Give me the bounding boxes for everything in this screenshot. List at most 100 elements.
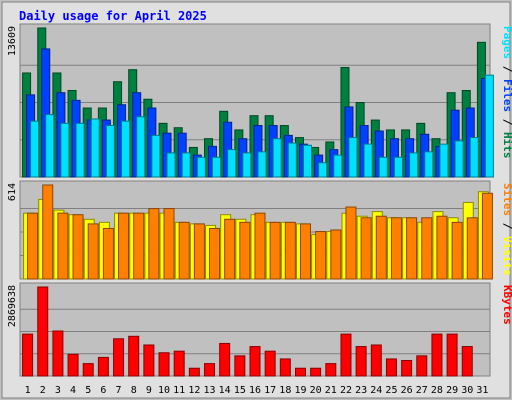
kbytes-bar-day-18 [279,358,291,377]
axis-title-part: KBytes [501,285,512,325]
pages-bar-day-3 [60,122,70,178]
visits-bar-day-18 [284,221,296,280]
pages-bar-day-4 [75,122,85,178]
pages-bar-day-20 [318,162,328,178]
day-label-12: 12 [188,385,200,396]
day-label-26: 26 [401,385,413,396]
kbytes-bar-day-11 [173,350,185,377]
kbytes-bar-day-17 [264,350,276,377]
kbytes-bar-day-21 [325,363,337,377]
visits-bar-day-13 [209,227,221,280]
visits-bar-day-2 [42,184,54,280]
axis-title-part: Files [501,79,512,112]
day-label-3: 3 [55,385,61,396]
day-label-5: 5 [85,385,91,396]
day-label-23: 23 [355,385,367,396]
kbytes-bar-day-24 [370,344,382,377]
visits-bar-day-26 [406,217,418,280]
panel-0: 13609 Pages / Files / Hits [7,23,512,178]
pages-bar-day-6 [105,125,115,178]
day-label-25: 25 [385,385,397,396]
kbytes-bar-day-29 [446,333,458,377]
kbytes-bar-day-10 [158,352,170,377]
kbytes-bar-day-3 [52,330,64,377]
axis-title-part: Pages [501,26,512,59]
day-label-9: 9 [146,385,152,396]
day-label-11: 11 [173,385,185,396]
day-label-17: 17 [264,385,276,396]
pages-bar-day-27 [424,151,434,178]
visits-bar-day-12 [193,223,205,280]
visits-bar-day-8 [133,212,145,280]
pages-bar-day-9 [151,134,161,178]
visits-bar-day-11 [178,221,190,280]
visits-bar-day-17 [269,221,281,280]
panel-axis-title: Sites / Visits [501,183,512,276]
pages-bar-day-5 [90,118,100,178]
pages-bar-day-2 [45,114,55,178]
visits-bar-day-20 [315,231,327,280]
day-label-20: 20 [310,385,322,396]
pages-bar-day-28 [439,143,449,178]
day-label-14: 14 [219,385,231,396]
kbytes-bar-day-14 [219,342,231,377]
day-label-18: 18 [279,385,291,396]
visits-bar-day-30 [466,217,478,280]
pages-bar-day-25 [393,156,403,178]
visits-bar-day-1 [27,212,39,280]
visits-bar-day-6 [102,227,114,280]
kbytes-bar-day-13 [204,363,216,377]
pages-bar-day-22 [348,137,358,178]
pages-bar-day-15 [242,152,252,178]
day-label-28: 28 [431,385,443,396]
visits-bar-day-10 [163,208,175,280]
pages-bar-day-26 [409,152,419,178]
visits-bar-day-14 [224,218,236,280]
kbytes-bar-day-6 [97,356,109,377]
kbytes-bar-day-20 [310,367,322,377]
kbytes-bar-day-25 [385,358,397,377]
visits-bar-day-28 [436,215,448,280]
pages-bar-day-31 [484,74,494,178]
panel-1: 614 Sites / Visits [7,180,512,280]
axis-title-part: / [501,112,512,132]
pages-bar-day-23 [363,143,373,178]
day-label-8: 8 [131,385,137,396]
pages-bar-day-19 [302,144,312,178]
visits-bar-day-31 [481,192,493,280]
pages-bar-day-29 [454,140,464,178]
x-axis-day-labels: 1 2 3 4 5 6 7 8 9 10 11 12 13 14 15 16 17 18 19 20 21 22 23 24 2… [25,385,489,396]
kbytes-bar-day-26 [401,359,413,377]
panel-max-label: 614 [7,183,18,201]
pages-bar-day-21 [333,154,343,178]
panel-max-label: 13609 [7,26,18,56]
visits-bar-day-25 [390,217,402,280]
kbytes-bar-day-8 [128,335,140,377]
visits-bar-day-16 [254,212,266,280]
pages-bar-day-30 [469,137,479,178]
kbytes-bar-day-22 [340,333,352,377]
kbytes-bar-day-5 [82,363,94,377]
axis-title-part: Hits [501,132,512,159]
pages-bar-day-12 [196,156,206,178]
pages-bar-day-11 [181,152,191,178]
panel-axis-title: Pages / Files / Hits [501,26,512,159]
visits-bar-day-21 [330,229,342,280]
day-label-21: 21 [325,385,337,396]
day-label-30: 30 [461,385,473,396]
panel-2: 2869638 KBytes [7,282,512,377]
axis-title-part: Visits [501,236,512,276]
pages-bar-day-8 [136,116,146,178]
day-label-1: 1 [25,385,31,396]
panel-max-label: 2869638 [7,285,18,327]
pages-bar-day-17 [272,138,282,178]
axis-title-part: Sites [501,183,512,216]
chart-title: Daily usage for April 2025 [19,9,207,23]
day-label-29: 29 [446,385,458,396]
visits-bar-day-7 [118,212,130,280]
day-label-10: 10 [158,385,170,396]
pages-bar-day-1 [30,120,40,178]
day-label-7: 7 [116,385,122,396]
day-label-27: 27 [416,385,428,396]
